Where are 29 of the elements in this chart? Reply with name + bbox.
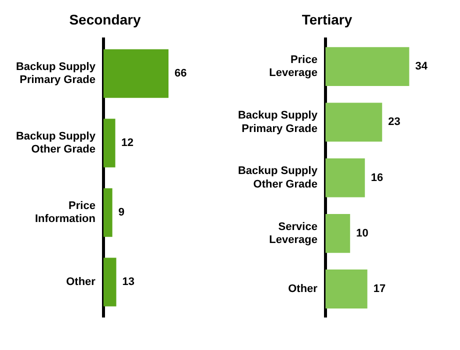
data-label: 10 [356,227,368,240]
y-tick-label: Price Information [34,200,96,226]
y-tick-label: Price Leverage [269,54,318,80]
bar [325,47,410,86]
data-label: 17 [373,283,386,296]
bar [325,270,368,308]
data-label: 23 [388,116,400,128]
y-tick-label: Backup Supply Primary Grade [238,110,318,135]
data-label: 16 [370,172,384,184]
y-tick-label: Backup Supply Primary Grade [16,60,96,86]
bar [103,188,112,237]
data-label: 66 [174,68,187,80]
bar [103,258,116,306]
data-label: 13 [122,276,135,288]
data-label: 12 [121,137,134,150]
y-tick-label: Backup Supply Other Grade [16,130,96,156]
y-tick-label: Other [288,283,318,296]
data-label: 34 [415,60,428,73]
bar [325,102,382,142]
y-tick-label: Service Leverage [269,220,318,246]
chart-title: Secondary [69,11,142,28]
bar [325,158,365,198]
y-tick-label: Backup Supply Other Grade [238,165,318,190]
y-tick-label: Other [66,276,96,288]
bar [325,214,350,253]
bar [103,49,168,98]
data-label: 9 [118,206,124,219]
bar [103,118,116,168]
chart-title: Tertiary [302,11,352,28]
